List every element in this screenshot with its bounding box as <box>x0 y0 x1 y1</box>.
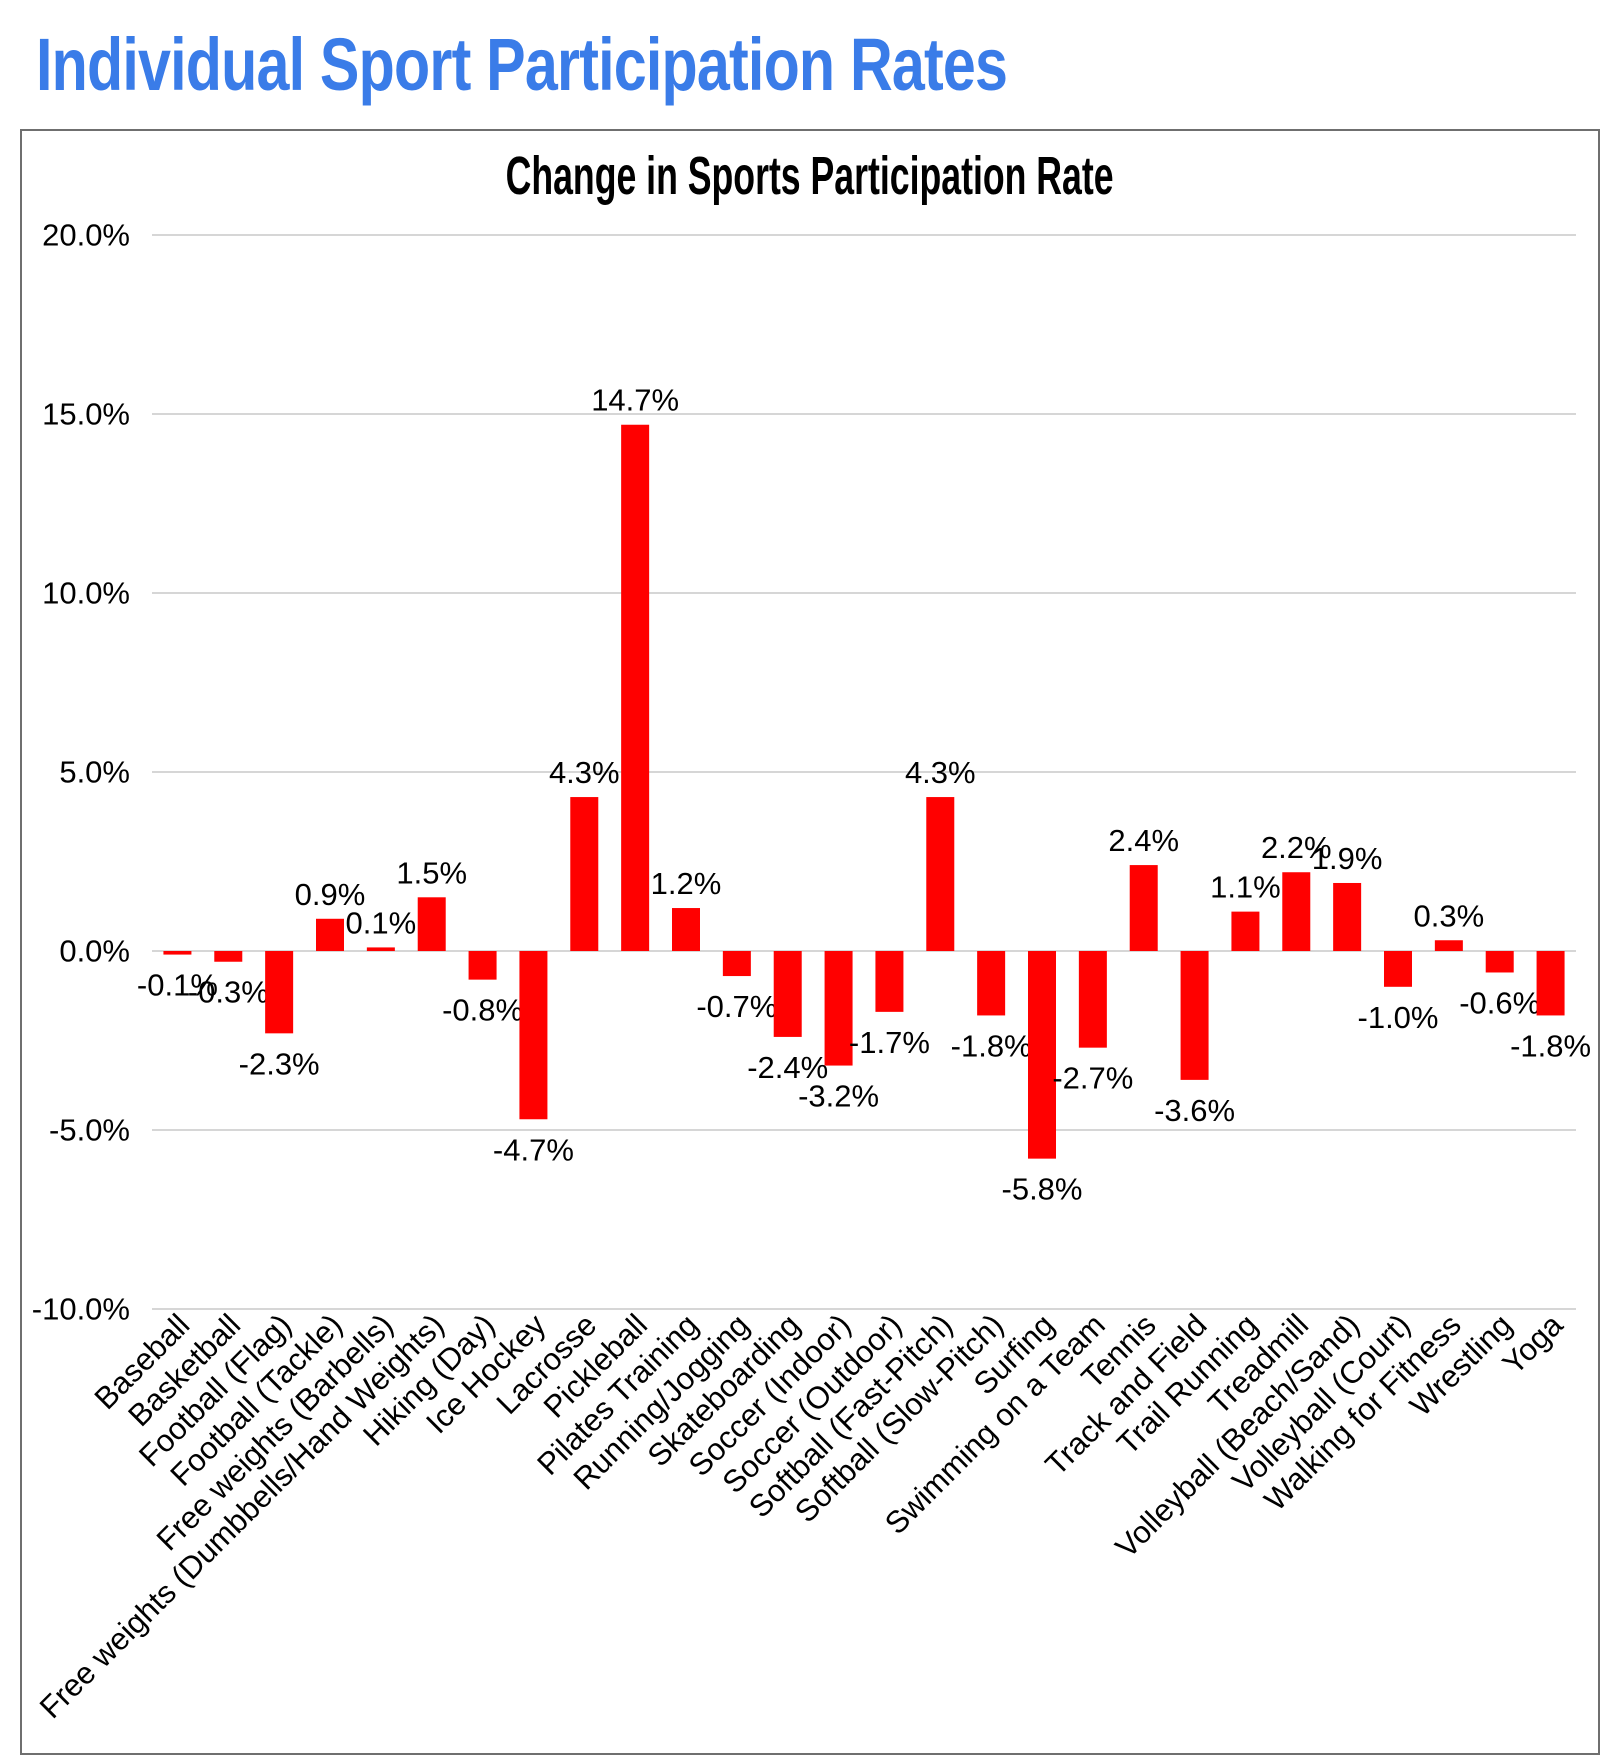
value-label-football-tackle: 0.9% <box>295 877 366 912</box>
bar-ice-hockey <box>519 951 548 1120</box>
chart-title-row: Change in Sports Participation Rate <box>22 145 1598 207</box>
value-label-running-jogging: -0.7% <box>696 989 777 1024</box>
chart-title: Change in Sports Participation Rate <box>506 146 1114 206</box>
bar-volleyball-court <box>1384 951 1412 987</box>
bar-walking-for-fitness <box>1434 940 1463 951</box>
bar-softball-fast-pitch <box>926 797 955 951</box>
bar-surfing <box>1028 951 1056 1159</box>
bar-pilates-training <box>672 908 700 951</box>
bar-skateboarding <box>773 951 802 1037</box>
bar-soccer-indoor <box>824 951 853 1066</box>
value-label-walking-for-fitness: 0.3% <box>1414 898 1485 933</box>
bar-lacrosse <box>570 797 599 951</box>
value-label-swimming-on-a-team: -2.7% <box>1052 1061 1133 1096</box>
value-label-skateboarding: -2.4% <box>747 1050 828 1085</box>
value-label-pilates-training: 1.2% <box>651 866 722 901</box>
y-tick-label: 10.0% <box>42 576 130 611</box>
bar-baseball <box>163 951 192 955</box>
bar-tennis <box>1129 865 1158 951</box>
bar-hiking-day <box>468 951 497 980</box>
value-label-tennis: 2.4% <box>1108 823 1179 858</box>
y-tick-label: 15.0% <box>42 397 130 432</box>
value-label-volleyball-beach-sand: 1.9% <box>1312 841 1383 876</box>
value-label-soccer-indoor: -3.2% <box>798 1079 879 1114</box>
value-label-track-and-field: -3.6% <box>1154 1093 1235 1128</box>
bar-soccer-outdoor <box>875 951 904 1012</box>
value-label-wrestling: -0.6% <box>1459 985 1540 1020</box>
value-label-free-weights-dumbbells-hand-weights: 1.5% <box>396 855 467 890</box>
category-label-yoga: Yoga <box>1496 1307 1570 1381</box>
bar-volleyball-beach-sand <box>1333 882 1362 951</box>
value-label-free-weights-barbells: 0.1% <box>346 905 417 940</box>
value-label-ice-hockey: -4.7% <box>493 1132 574 1167</box>
value-label-lacrosse: 4.3% <box>549 755 620 790</box>
bar-trail-running <box>1231 911 1260 951</box>
value-label-trail-running: 1.1% <box>1210 870 1281 905</box>
y-tick-label: 20.0% <box>42 218 130 253</box>
bar-treadmill <box>1282 872 1311 951</box>
y-tick-label: -5.0% <box>49 1113 130 1148</box>
y-tick-label: 0.0% <box>59 934 130 969</box>
bar-football-flag <box>265 951 294 1034</box>
value-label-football-flag: -2.3% <box>239 1046 320 1081</box>
page-title: Individual Sport Participation Rates <box>36 23 1008 106</box>
bar-track-and-field <box>1180 951 1209 1080</box>
y-tick-label: -10.0% <box>32 1292 130 1327</box>
value-label-volleyball-court: -1.0% <box>1358 1000 1439 1035</box>
bar-running-jogging <box>722 951 751 977</box>
bar-basketball <box>214 951 243 962</box>
value-label-yoga: -1.8% <box>1510 1028 1591 1063</box>
bar-swimming-on-a-team <box>1078 951 1107 1048</box>
bar-free-weights-dumbbells-hand-weights <box>417 897 446 951</box>
value-label-baseball: -0.1% <box>137 968 218 1003</box>
bar-softball-slow-pitch <box>977 951 1006 1016</box>
value-label-surfing: -5.8% <box>1002 1172 1083 1207</box>
value-label-hiking-day: -0.8% <box>442 993 523 1028</box>
bar-pickleball <box>621 424 650 951</box>
y-tick-label: 5.0% <box>59 755 130 790</box>
value-label-basketball: -0.3% <box>188 975 269 1010</box>
bar-yoga <box>1536 951 1565 1016</box>
chart-panel: Change in Sports Participation Rate 20.0… <box>20 129 1600 1755</box>
chart-canvas: 20.0%15.0%10.0%5.0%0.0%-5.0%-10.0%-0.1%B… <box>32 218 1591 1726</box>
value-label-treadmill: 2.2% <box>1261 830 1332 865</box>
value-label-soccer-outdoor: -1.7% <box>849 1025 930 1060</box>
value-label-pickleball: 14.7% <box>591 383 679 418</box>
value-label-softball-slow-pitch: -1.8% <box>951 1028 1032 1063</box>
bar-wrestling <box>1485 951 1514 973</box>
bar-football-tackle <box>316 918 344 951</box>
bar-free-weights-barbells <box>366 947 395 951</box>
value-label-softball-fast-pitch: 4.3% <box>905 755 976 790</box>
